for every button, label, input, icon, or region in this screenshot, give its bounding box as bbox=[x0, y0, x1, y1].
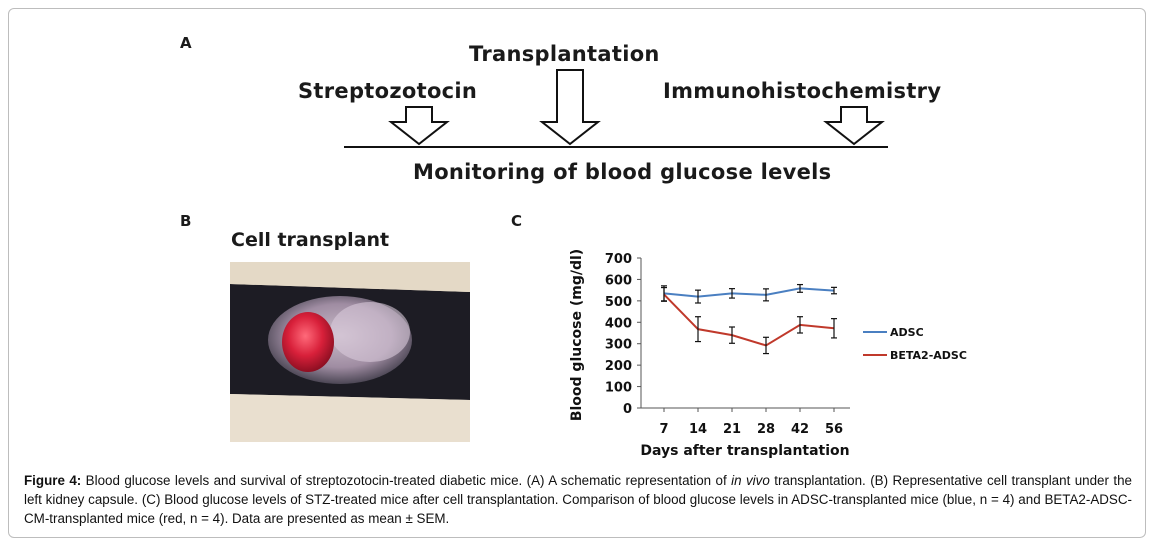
y-tick-label: 0 bbox=[623, 402, 632, 417]
caption-italic: in vivo bbox=[731, 473, 770, 488]
down-arrow-icon bbox=[539, 69, 601, 146]
series-line bbox=[663, 287, 835, 298]
y-axis-title: Blood glucose (mg/dl) bbox=[569, 249, 585, 421]
y-tick-label: 200 bbox=[605, 359, 632, 374]
y-tick-label: 100 bbox=[605, 381, 632, 396]
x-tick-label: 14 bbox=[689, 422, 707, 437]
panel-b-letter: B bbox=[180, 212, 192, 230]
monitoring-label: Monitoring of blood glucose levels bbox=[413, 160, 832, 184]
figure-caption: Figure 4: Blood glucose levels and survi… bbox=[24, 471, 1132, 528]
streptozotocin-label: Streptozotocin bbox=[298, 79, 478, 103]
caption-text-1: Blood glucose levels and survival of str… bbox=[81, 473, 732, 488]
transplantation-label: Transplantation bbox=[469, 42, 660, 66]
panel-a-letter: A bbox=[180, 34, 192, 52]
immunohistochemistry-label: Immunohistochemistry bbox=[663, 79, 942, 103]
y-tick-label: 500 bbox=[605, 295, 632, 310]
legend-label: BETA2-ADSC bbox=[890, 349, 967, 362]
y-tick-label: 700 bbox=[605, 252, 632, 267]
cell-transplant-photo bbox=[230, 262, 470, 442]
schema-diagram bbox=[344, 69, 888, 148]
caption-label: Figure 4: bbox=[24, 473, 82, 488]
down-arrow-icon bbox=[388, 106, 450, 146]
y-tick-label: 400 bbox=[605, 316, 632, 331]
series-line bbox=[663, 293, 835, 347]
x-tick-label: 56 bbox=[825, 422, 843, 437]
y-tick-label: 600 bbox=[605, 273, 632, 288]
x-tick-label: 7 bbox=[659, 422, 668, 437]
y-tick-label: 300 bbox=[605, 338, 632, 353]
panel-c-letter: C bbox=[511, 212, 523, 230]
x-axis-title: Days after transplantation bbox=[640, 443, 849, 459]
x-tick-label: 21 bbox=[723, 422, 741, 437]
glucose-chart: 0 100 200 300 400 500 600 700 7 14 21 28 42 56 ADSC BET… bbox=[569, 249, 967, 459]
x-tick-label: 42 bbox=[791, 422, 809, 437]
legend-label: ADSC bbox=[890, 326, 924, 339]
caption-text-2: transplantation. (B) Representative cell… bbox=[24, 473, 1132, 526]
x-tick-label: 28 bbox=[757, 422, 775, 437]
down-arrow-icon bbox=[823, 106, 885, 146]
cell-transplant-title: Cell transplant bbox=[231, 229, 390, 251]
